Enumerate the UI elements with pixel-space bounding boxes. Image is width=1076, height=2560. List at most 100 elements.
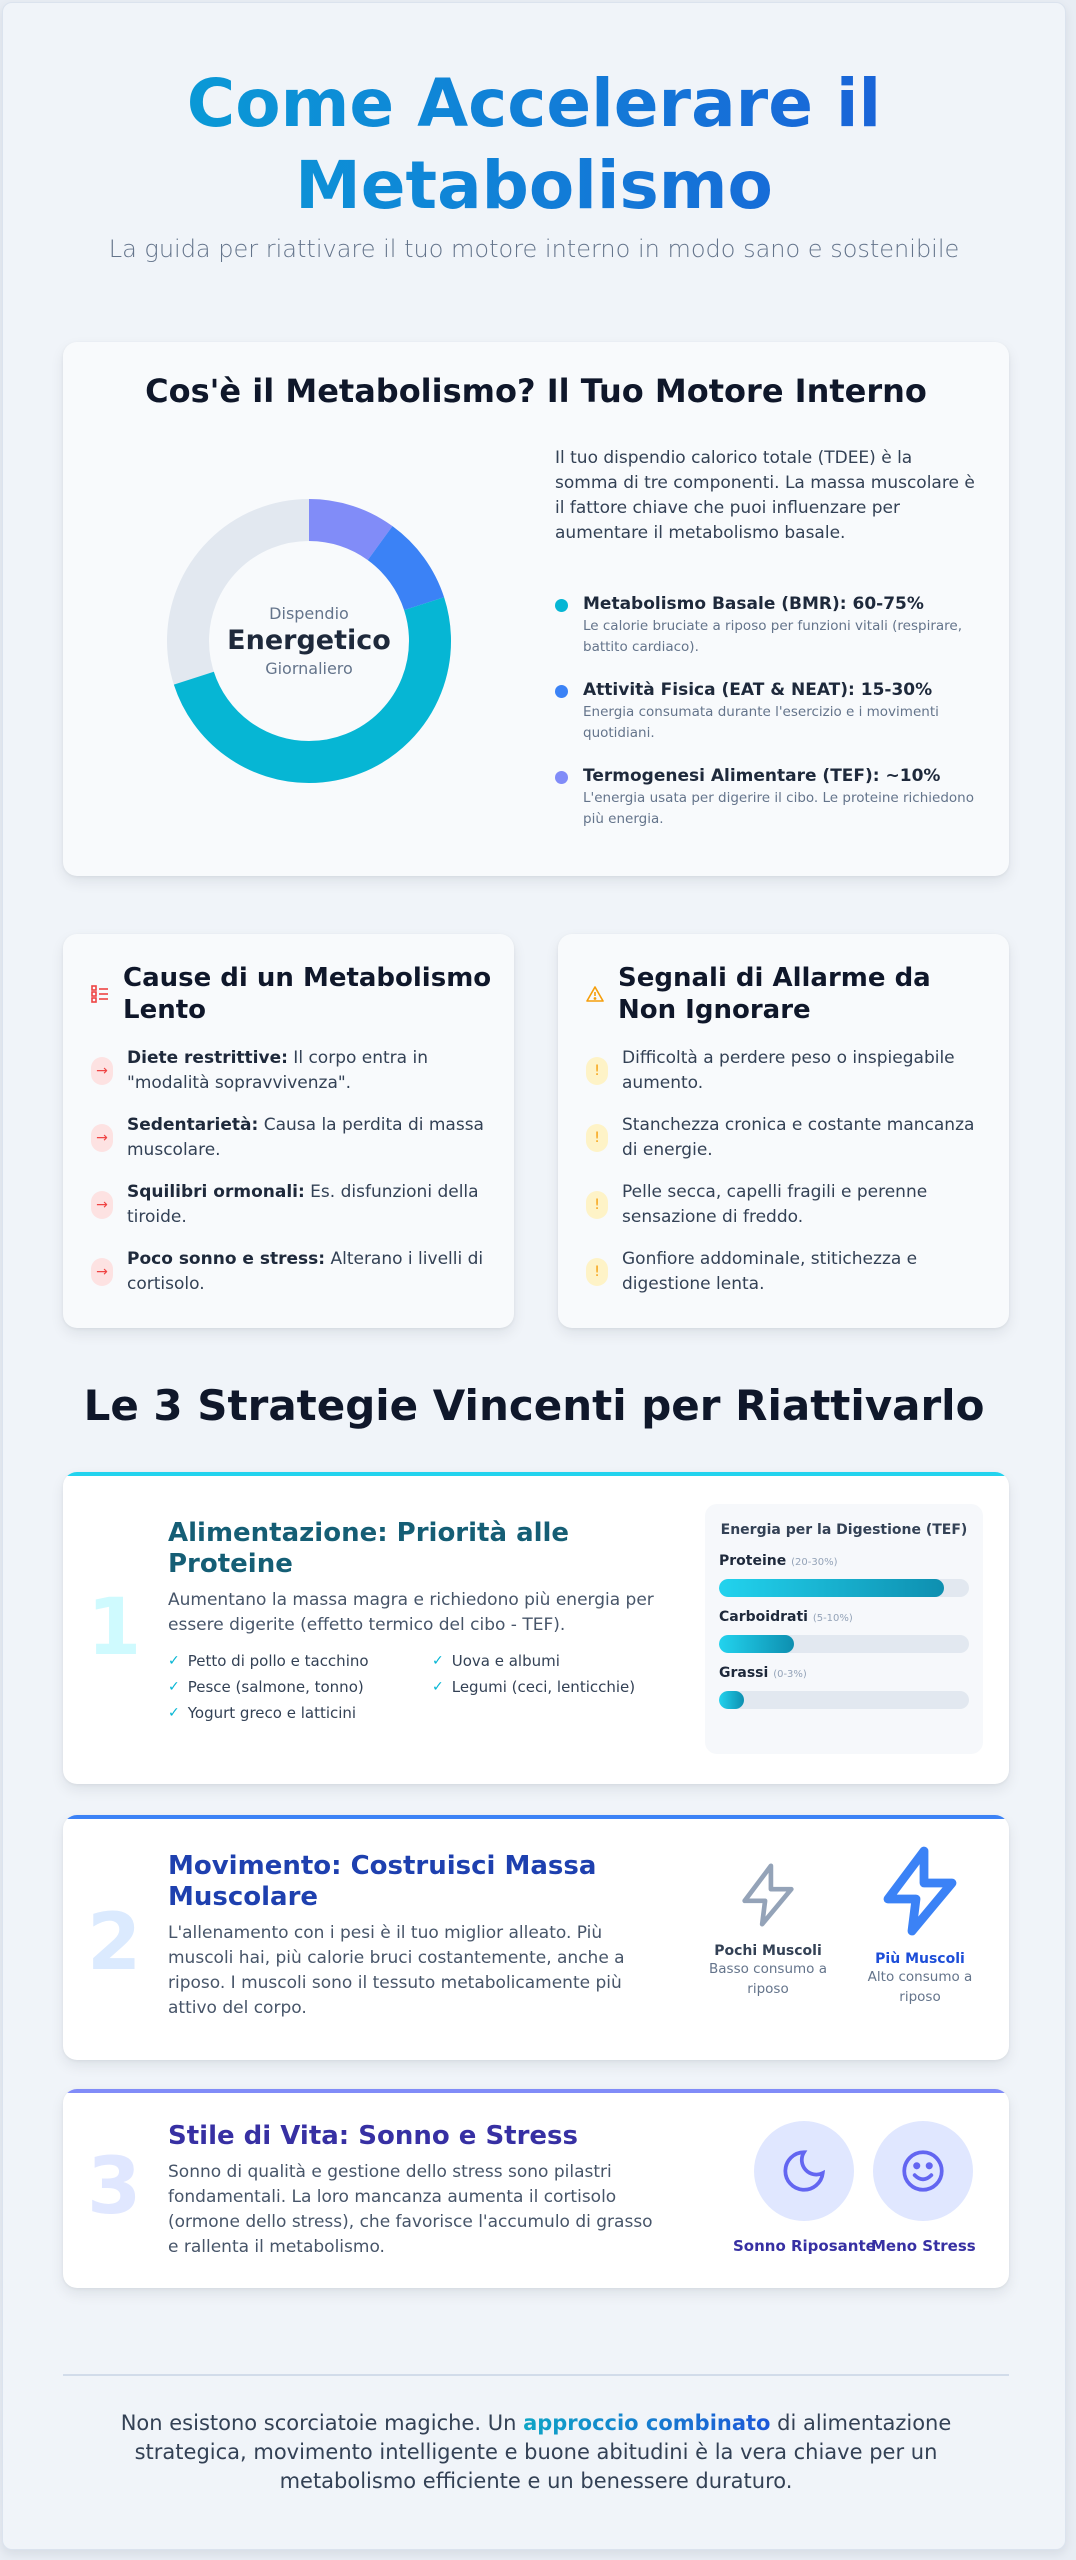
compare-title: Pochi Muscoli: [714, 1943, 822, 1959]
legend-desc: Le calorie bruciate a riposo per funzion…: [583, 618, 963, 655]
tef-row-carboidrati: Carboidrati (5-10%): [719, 1609, 969, 1653]
signal-text: Difficoltà a perdere peso o inspiegabile…: [622, 1048, 955, 1093]
list-item: ! Gonfiore addominale, stitichezza e dig…: [586, 1247, 985, 1297]
list-item: ! Stanchezza cronica e costante mancanza…: [586, 1113, 985, 1163]
exclamation-icon: !: [586, 1124, 608, 1152]
energy-donut-chart: [167, 499, 451, 783]
food-label: Yogurt greco e latticini: [187, 1704, 357, 1722]
legend-desc: L'energia usata per digerire il cibo. Le…: [583, 790, 974, 827]
cause-label: Sedentarietà:: [127, 1115, 259, 1135]
strategy-description: Aumentano la massa magra e richiedono pi…: [168, 1590, 654, 1635]
cause-text: Il corpo entra in "modalità sopravvivenz…: [127, 1048, 428, 1093]
signal-text: Gonfiore addominale, stitichezza e diges…: [622, 1249, 918, 1294]
tef-fill: [719, 1691, 744, 1709]
signals-list: ! Difficoltà a perdere peso o inspiegabi…: [586, 1046, 985, 1314]
arrow-right-icon: →: [91, 1191, 113, 1219]
strategies-title: Le 3 Strategie Vincenti per Riattivarlo: [83, 1381, 985, 1430]
compare-desc: Alto consumo a riposo: [867, 1969, 973, 2005]
tef-row-grassi: Grassi (0-3%): [719, 1665, 969, 1709]
list-item: ! Difficoltà a perdere peso o inspiegabi…: [586, 1046, 985, 1096]
list-item: ✓ Pesce (salmone, tonno): [168, 1678, 432, 1696]
few-muscles-item: Pochi Muscoli Basso consumo a riposo: [703, 1857, 833, 1999]
list-item: → Poco sonno e stress: Alterano i livell…: [91, 1247, 490, 1297]
more-muscles-item: Più Muscoli Alto consumo a riposo: [855, 1841, 985, 2007]
cause-label: Poco sonno e stress:: [127, 1249, 326, 1269]
warning-triangle-icon: [586, 985, 618, 1003]
cause-text: Es. disfunzioni della tiroide.: [127, 1182, 479, 1227]
page-subtitle: La guida per riattivare il tuo motore in…: [108, 235, 960, 263]
step-number: 2: [87, 1898, 142, 1988]
strategy-title: Alimentazione: Priorità alle Proteine: [168, 1518, 570, 1579]
moon-icon: [754, 2121, 855, 2221]
smile-icon: [873, 2121, 974, 2221]
legend-item-bmr: Metabolismo Basale (BMR): 60-75% Le calo…: [555, 592, 975, 658]
legend-title: Attività Fisica (EAT & NEAT): 15-30%: [583, 680, 933, 700]
step-number: 1: [87, 1583, 142, 1673]
list-item: ✓ Legumi (ceci, lenticchie): [432, 1678, 672, 1696]
tef-row-proteine: Proteine (20-30%): [719, 1553, 969, 1597]
exclamation-icon: !: [586, 1258, 608, 1286]
causes-list: → Diete restrittive: Il corpo entra in "…: [91, 1046, 490, 1314]
closing-highlight: approccio combinato: [523, 2411, 771, 2435]
lightning-bold-icon: [883, 1846, 957, 1936]
strategy-nutrition-card: 1 Alimentazione: Priorità alle Proteine …: [63, 1472, 1009, 1784]
tef-range: (0-3%): [773, 1669, 807, 1680]
exclamation-icon: !: [586, 1191, 608, 1219]
list-item: → Diete restrittive: Il corpo entra in "…: [91, 1046, 490, 1096]
tef-label: Proteine: [719, 1553, 787, 1569]
list-item: → Sedentarietà: Causa la perdita di mass…: [91, 1113, 490, 1163]
donut-segment-bmr: [167, 499, 451, 783]
page-title: Come Accelerare il Metabolismo: [3, 63, 1065, 227]
tef-fill: [719, 1635, 794, 1653]
signal-text: Stanchezza cronica e costante mancanza d…: [622, 1115, 975, 1160]
tef-track: [719, 1579, 969, 1597]
check-icon: ✓: [168, 1653, 180, 1669]
causes-card: Cause di un Metabolismo Lento → Diete re…: [63, 934, 514, 1328]
cause-label: Squilibri ormonali:: [127, 1182, 305, 1202]
donut-label-line3: Giornaliero: [265, 659, 353, 678]
tef-fill: [719, 1579, 944, 1597]
pillar-sleep: Sonno Riposante: [733, 2121, 876, 2255]
check-icon: ✓: [168, 1679, 180, 1695]
check-icon: ✓: [432, 1653, 444, 1669]
card-accent-bar: [63, 1815, 1009, 1819]
tef-range: (20-30%): [791, 1557, 838, 1568]
compare-title: Più Muscoli: [875, 1951, 965, 1967]
strategy-description: L'allenamento con i pesi è il tuo miglio…: [168, 1923, 625, 2018]
list-icon: [91, 985, 123, 1003]
strategy-title: Stile di Vita: Sonno e Stress: [168, 2121, 579, 2151]
warning-signs-card: Segnali di Allarme da Non Ignorare ! Dif…: [558, 934, 1009, 1328]
card-accent-bar: [63, 1472, 1009, 1476]
list-item: ✓ Petto di pollo e tacchino: [168, 1652, 432, 1670]
card-accent-bar: [63, 2089, 1009, 2093]
check-icon: ✓: [432, 1679, 444, 1695]
arrow-right-icon: →: [91, 1057, 113, 1085]
pillar-stress: Meno Stress: [871, 2121, 976, 2255]
food-label: Pesce (salmone, tonno): [187, 1678, 364, 1696]
legend-title: Metabolismo Basale (BMR): 60-75%: [583, 594, 924, 614]
causes-title: Cause di un Metabolismo Lento: [123, 963, 492, 1025]
closing-text: di alimentazione strategica, movimento i…: [134, 2411, 952, 2493]
step-number: 3: [87, 2142, 142, 2232]
purple-dot-icon: [555, 771, 568, 784]
cause-text: Causa la perdita di massa muscolare.: [127, 1115, 484, 1160]
donut-label-line2: Energetico: [227, 625, 391, 656]
tef-label: Carboidrati: [719, 1609, 808, 1625]
list-item: ✓ Uova e albumi: [432, 1652, 672, 1670]
donut-segment-tef: [167, 499, 451, 783]
strategy-movement-card: 2 Movimento: Costruisci Massa Muscolare …: [63, 1815, 1009, 2060]
donut-label-line1: Dispendio: [269, 604, 349, 623]
list-item: → Squilibri ormonali: Es. disfunzioni de…: [91, 1180, 490, 1230]
legend-title: Termogenesi Alimentare (TEF): ~10%: [583, 766, 941, 786]
compare-desc: Basso consumo a riposo: [709, 1961, 827, 1997]
intro-title: Cos'è il Metabolismo? Il Tuo Motore Inte…: [145, 372, 927, 410]
strategy-lifestyle-card: 3 Stile di Vita: Sonno e Stress Sonno di…: [63, 2089, 1009, 2288]
arrow-right-icon: →: [91, 1258, 113, 1286]
closing-statement: Non esistono scorciatoie magiche. Un app…: [103, 2409, 969, 2496]
metabolism-intro-card: Cos'è il Metabolismo? Il Tuo Motore Inte…: [63, 342, 1009, 876]
exclamation-icon: !: [586, 1057, 608, 1085]
food-label: Legumi (ceci, lenticchie): [451, 1678, 636, 1696]
arrow-right-icon: →: [91, 1124, 113, 1152]
check-icon: ✓: [168, 1705, 180, 1721]
legend-desc: Energia consumata durante l'esercizio e …: [583, 704, 939, 741]
